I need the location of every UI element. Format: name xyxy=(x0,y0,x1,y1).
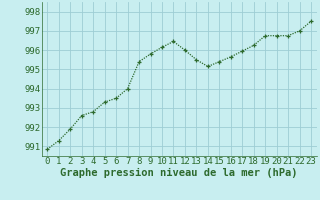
X-axis label: Graphe pression niveau de la mer (hPa): Graphe pression niveau de la mer (hPa) xyxy=(60,168,298,178)
